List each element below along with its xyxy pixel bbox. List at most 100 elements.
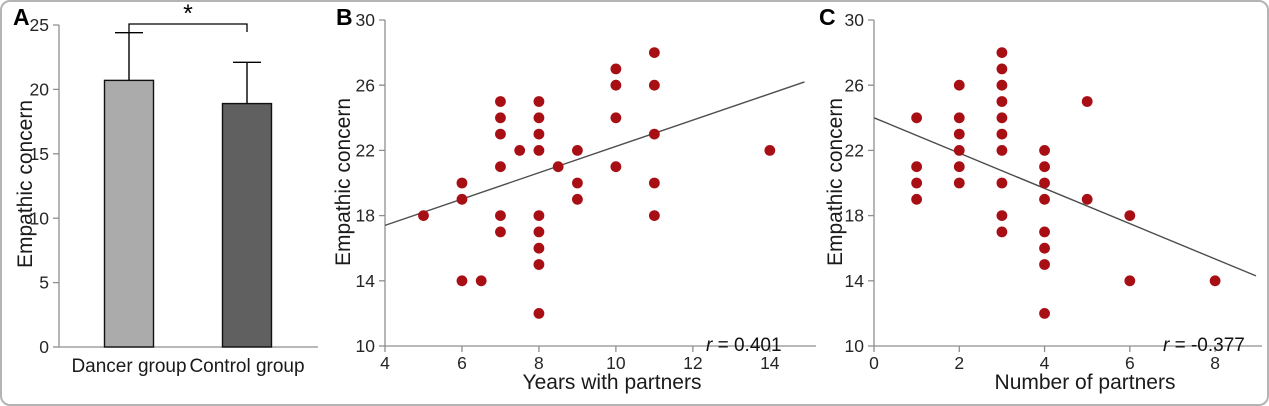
x-tick-label: 2 — [954, 353, 964, 373]
data-point — [1039, 193, 1050, 205]
data-point — [456, 275, 468, 287]
y-axis-label-b: Empathic concern — [332, 97, 355, 267]
data-point — [648, 210, 660, 222]
y-tick-label: 18 — [356, 206, 375, 226]
r-value: = -0.377 — [1169, 335, 1245, 356]
data-point — [996, 47, 1008, 58]
data-point — [1039, 308, 1050, 319]
data-point — [533, 112, 545, 124]
r-symbol: r — [1163, 335, 1170, 356]
data-point — [1039, 177, 1050, 189]
y-tick-label: 14 — [356, 271, 376, 291]
data-point — [495, 226, 506, 238]
data-point — [495, 210, 506, 222]
data-point — [1039, 226, 1050, 238]
y-tick-label: 15 — [30, 144, 49, 164]
data-point — [533, 259, 545, 270]
data-point — [996, 112, 1008, 124]
data-point — [610, 63, 622, 75]
data-point — [648, 128, 660, 140]
y-tick-label: 0 — [39, 337, 49, 357]
r-value-line: r = 0.401 — [706, 334, 801, 357]
data-point — [911, 112, 923, 124]
scatter-chart-b: 10 14 18 22 26 30 4 6 8 10 12 14 — [356, 10, 816, 373]
data-point — [953, 145, 965, 156]
x-tick-label: 4 — [1040, 353, 1050, 373]
x-axis-label-c: Number of partners — [994, 371, 1176, 394]
data-point — [996, 177, 1008, 189]
y-tick-label: 10 — [356, 336, 376, 356]
x-tick-label: 12 — [683, 353, 702, 373]
data-point — [1039, 259, 1050, 270]
data-point — [996, 63, 1008, 75]
data-point — [1081, 193, 1093, 205]
x-axis-label-b: Years with partners — [522, 371, 702, 394]
y-tick-label: 30 — [356, 10, 376, 30]
data-point — [552, 161, 564, 173]
x-tick-label: 0 — [869, 353, 879, 373]
data-point — [1209, 275, 1221, 287]
data-point — [533, 242, 545, 254]
data-point — [911, 177, 923, 189]
data-point — [953, 128, 965, 140]
data-point — [996, 210, 1008, 222]
data-point — [533, 96, 545, 107]
data-point — [495, 161, 506, 173]
y-axis-label-c: Empathic concern — [824, 97, 847, 267]
data-point — [911, 193, 923, 205]
data-point — [533, 308, 545, 319]
data-point — [495, 96, 506, 107]
r-symbol: r — [706, 335, 713, 356]
y-tick-label: 5 — [39, 273, 49, 293]
data-point — [996, 145, 1008, 156]
y-tick-label: 30 — [845, 10, 865, 30]
data-point — [495, 112, 506, 124]
data-point — [1081, 96, 1093, 107]
x-tick-label: 8 — [534, 353, 544, 373]
y-tick-label: 22 — [356, 141, 375, 161]
data-point — [533, 210, 545, 222]
regression-line — [384, 81, 805, 227]
data-point — [533, 226, 545, 238]
data-point — [610, 79, 622, 91]
data-point — [572, 145, 583, 156]
y-axis-label-a: Empathic concern — [14, 99, 37, 269]
data-point — [533, 128, 545, 140]
data-point — [953, 112, 965, 124]
category-label: Control group — [189, 356, 304, 377]
data-point — [953, 79, 965, 91]
x-tick-label: 6 — [1125, 353, 1135, 373]
data-point — [996, 96, 1008, 107]
data-point — [996, 128, 1008, 140]
y-tick-label: 22 — [845, 141, 864, 161]
x-tick-label: 8 — [1210, 353, 1220, 373]
y-tick-label: 10 — [845, 336, 865, 356]
regression-line — [873, 117, 1257, 277]
significance-bracket — [128, 23, 248, 32]
y-tick-label: 25 — [30, 15, 49, 35]
significance-marker: * — [183, 0, 193, 28]
r-value-line: r = -0.377 — [1163, 334, 1250, 357]
panel-label-c: C — [819, 4, 836, 30]
panel-label-a: A — [13, 4, 30, 30]
data-point — [610, 161, 622, 173]
data-point — [475, 275, 487, 287]
bar-chart: 0 5 10 15 20 25 Dancer group Control group * — [30, 0, 318, 377]
y-tick-label: 14 — [845, 271, 865, 291]
data-point — [572, 193, 583, 205]
data-point — [1039, 161, 1050, 173]
y-tick-label: 26 — [845, 75, 864, 95]
data-point — [996, 79, 1008, 91]
bar — [103, 79, 155, 348]
data-point — [572, 177, 583, 189]
y-tick-label: 10 — [30, 208, 50, 228]
y-tick-label: 18 — [845, 206, 864, 226]
stats-annotation-c: r = -0.377 p = 0.015* — [1163, 288, 1250, 404]
data-point — [953, 177, 965, 189]
data-point — [648, 47, 660, 58]
bar — [221, 102, 273, 348]
data-point — [456, 177, 468, 189]
data-point — [1039, 242, 1050, 254]
